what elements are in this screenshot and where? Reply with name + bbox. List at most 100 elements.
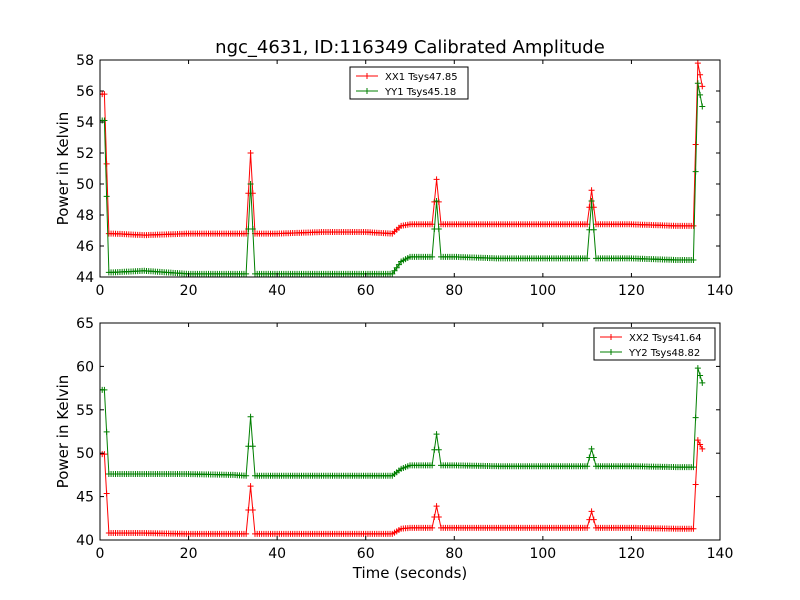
data-point [101, 386, 108, 393]
x-tick-label: 100 [529, 546, 556, 562]
data-point [429, 221, 436, 228]
legend-box [349, 66, 469, 100]
y-tick-label: 45 [76, 490, 94, 506]
x-tick-label: 20 [180, 546, 198, 562]
data-point [690, 256, 697, 263]
data-point [249, 443, 256, 450]
data-point [429, 253, 436, 260]
data-point [103, 428, 110, 435]
x-tick-label: 20 [180, 283, 198, 299]
data-point [435, 225, 442, 232]
legend-marker [608, 334, 614, 340]
data-point [247, 483, 254, 490]
data-point [588, 508, 595, 515]
y-tick-label: 65 [76, 316, 94, 332]
data-point [101, 91, 108, 98]
legend: XX2 Tsys41.64 YY2 Tsys48.82 [593, 327, 716, 361]
data-point [692, 481, 699, 488]
data-point [391, 267, 398, 274]
x-tick-label: 140 [707, 546, 734, 562]
y-tick-label: 54 [76, 115, 94, 131]
data-point [433, 198, 440, 205]
x-tick-label: 60 [357, 546, 375, 562]
bottom-panel: 0 20 40 60 80 100 120 140 40 45 50 55 60 65 Power in K… [54, 316, 733, 562]
data-point [584, 221, 591, 228]
data-point [433, 503, 440, 510]
data-point [694, 80, 701, 87]
x-tick-label: 40 [268, 283, 286, 299]
series-line-1 [100, 438, 703, 535]
x-tick-label: 120 [618, 546, 645, 562]
y-tick-label: 48 [76, 208, 94, 224]
series-line-2 [100, 367, 703, 477]
data-point [588, 445, 595, 452]
y-tick-label: 40 [76, 533, 94, 549]
x-tick-label: 100 [529, 283, 556, 299]
data-point [692, 168, 699, 175]
data-point [590, 226, 597, 233]
plot-area [100, 60, 706, 277]
data-point [697, 372, 704, 379]
data-point [433, 176, 440, 183]
x-axis-label: Time (seconds) [352, 564, 468, 582]
data-point [697, 71, 704, 78]
y-tick-label: 50 [76, 177, 94, 193]
data-point [395, 261, 402, 268]
data-point [699, 83, 706, 90]
data-point [690, 464, 697, 471]
axes-frame [99, 59, 721, 278]
series-markers-2 [100, 80, 706, 277]
data-point [690, 525, 697, 532]
data-point [103, 490, 110, 497]
top-panel: 0 20 40 60 80 100 120 140 44 46 48 50 52 54 56 58 Power … [54, 53, 733, 299]
y-tick-label: 60 [76, 359, 94, 375]
data-point [692, 141, 699, 148]
data-point [429, 462, 436, 469]
y-tick-label: 56 [76, 84, 94, 100]
legend-label: YY2 Tsys48.82 [628, 348, 700, 359]
x-tick-label: 0 [96, 546, 105, 562]
data-point [243, 530, 250, 537]
series-line-2 [100, 83, 703, 275]
data-point [247, 413, 254, 420]
data-point [584, 463, 591, 470]
legend-label: XX1 Tsys47.85 [385, 72, 458, 83]
data-point [694, 60, 701, 67]
data-point [588, 187, 595, 194]
data-point [393, 264, 400, 271]
data-point [590, 454, 597, 461]
data-point [101, 451, 108, 458]
legend-box [593, 327, 716, 361]
data-point [584, 255, 591, 262]
legend-marker [608, 349, 614, 355]
data-point [249, 225, 256, 232]
x-tick-label: 140 [707, 283, 734, 299]
y-tick-label: 50 [76, 446, 94, 462]
y-tick-label: 58 [76, 53, 94, 69]
x-tick-label: 60 [357, 283, 375, 299]
data-point [243, 472, 250, 479]
data-point [694, 437, 701, 444]
y-axis-label: Power in Kelvin [54, 375, 72, 489]
x-tick-label: 120 [618, 283, 645, 299]
legend-marker [364, 88, 370, 94]
axes-frame [99, 322, 721, 541]
y-tick-label: 52 [76, 146, 94, 162]
data-point [692, 414, 699, 421]
data-point [103, 160, 110, 167]
data-point [435, 513, 442, 520]
plot-area [100, 365, 706, 537]
series-markers-2 [100, 365, 706, 479]
data-point [699, 445, 706, 452]
data-point [103, 193, 110, 200]
data-point [590, 516, 597, 523]
legend-label: XX2 Tsys41.64 [629, 333, 702, 344]
legend: XX1 Tsys47.85 YY1 Tsys45.18 [349, 66, 469, 100]
y-tick-label: 55 [76, 403, 94, 419]
data-point [435, 446, 442, 453]
x-tick-label: 0 [96, 283, 105, 299]
data-point [249, 507, 256, 514]
data-point [588, 198, 595, 205]
data-point [243, 270, 250, 277]
